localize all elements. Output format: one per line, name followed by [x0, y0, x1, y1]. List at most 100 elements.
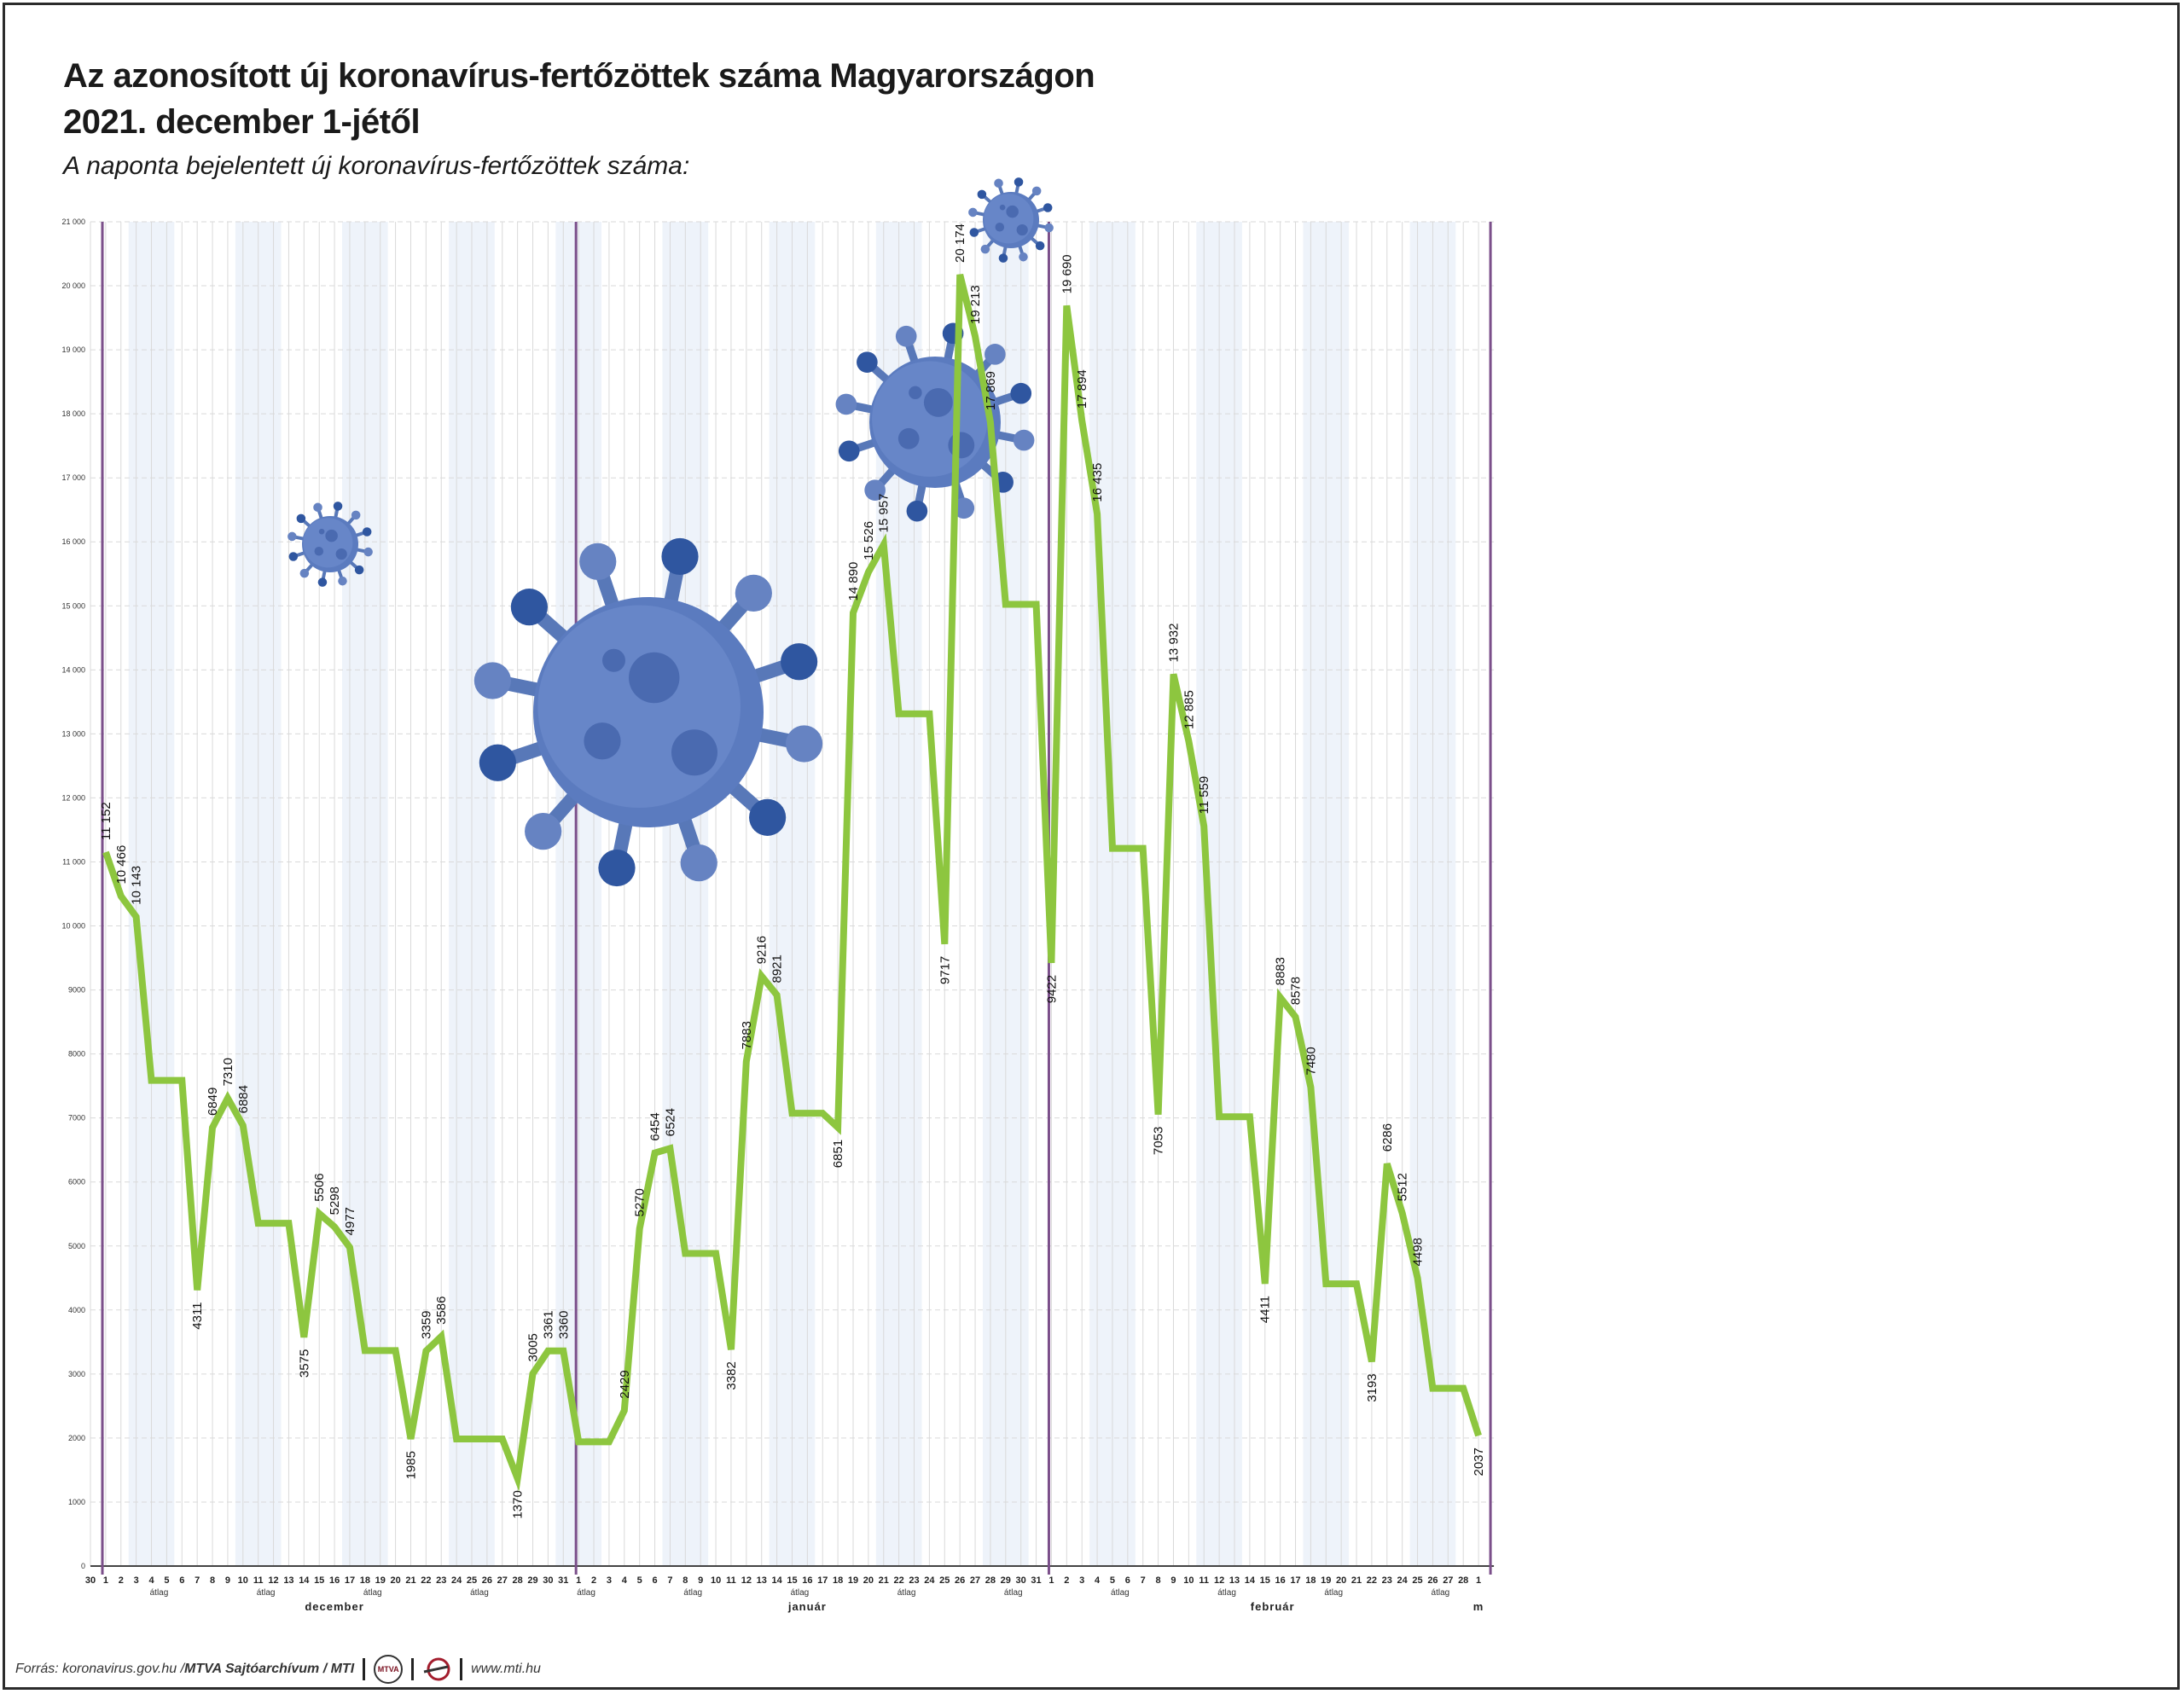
month-labels: december január február m	[305, 1600, 1484, 1613]
x-tick-label: 2	[119, 1575, 124, 1586]
x-tick-label: 24	[1397, 1575, 1409, 1586]
data-label: 6884	[236, 1085, 251, 1113]
x-tick-label: 12	[268, 1575, 278, 1586]
data-label: 16 435	[1090, 463, 1105, 502]
data-label: 2429	[618, 1370, 632, 1398]
data-label: 10 143	[130, 866, 144, 905]
virus-spot	[314, 546, 324, 556]
virus-spike-tip	[362, 527, 372, 537]
average-label: átlag	[577, 1588, 595, 1598]
x-tick-label: 16	[1275, 1575, 1286, 1586]
data-label: 3382	[724, 1361, 739, 1389]
virus-icon	[288, 502, 373, 587]
data-label: 8921	[770, 954, 785, 983]
virus-body-highlight	[872, 361, 988, 477]
virus-spike-tip	[781, 643, 818, 681]
virus-spike-tip	[354, 565, 364, 575]
data-label: 3361	[541, 1310, 555, 1338]
x-tick-label: 15	[787, 1575, 797, 1586]
month-label: m	[1473, 1600, 1484, 1613]
virus-spot	[325, 529, 338, 542]
x-tick-label: 1	[1476, 1575, 1481, 1586]
y-tick-label: 9000	[68, 986, 85, 995]
x-tick-label: 31	[1031, 1575, 1041, 1586]
data-label: 7053	[1152, 1127, 1166, 1155]
month-label: január	[787, 1600, 827, 1613]
x-tick-label: 25	[467, 1575, 477, 1586]
y-tick-label: 1000	[68, 1498, 85, 1506]
virus-spike-tip	[313, 502, 322, 513]
data-label: 6851	[831, 1140, 845, 1168]
data-label: 3193	[1365, 1373, 1380, 1401]
x-tick-label: 26	[482, 1575, 492, 1586]
data-label: 7883	[740, 1021, 754, 1049]
virus-spike-tip	[998, 253, 1008, 263]
title-line-1: Az azonosított új koronavírus-fertőzötte…	[63, 57, 1095, 95]
x-tick-label: 23	[436, 1575, 446, 1586]
x-tick-label: 7	[1141, 1575, 1146, 1586]
x-tick-label: 18	[1305, 1575, 1316, 1586]
average-label: átlag	[683, 1588, 702, 1598]
series-line	[102, 274, 1482, 1492]
x-tick-label: 15	[314, 1575, 324, 1586]
average-label: átlag	[1111, 1588, 1130, 1598]
x-tick-label: 22	[421, 1575, 431, 1586]
x-tick-label: 4	[1095, 1575, 1101, 1586]
data-label: 5506	[312, 1173, 327, 1201]
virus-spike-tip	[953, 497, 975, 519]
virus-spot	[584, 722, 621, 760]
data-label: 4498	[1411, 1238, 1426, 1266]
x-tick-label: 9	[698, 1575, 703, 1586]
virus-spot	[909, 386, 922, 400]
x-tick-label: 27	[497, 1575, 508, 1586]
data-label: 12 885	[1182, 690, 1196, 729]
virus-spike-tip	[479, 744, 516, 781]
x-tick-label: 19	[375, 1575, 386, 1586]
data-label: 3005	[526, 1333, 541, 1361]
y-tick-label: 8000	[68, 1050, 85, 1059]
data-label: 1370	[511, 1490, 526, 1518]
data-label: 20 174	[953, 223, 967, 263]
x-tick-label: 8	[210, 1575, 215, 1586]
average-label: átlag	[1004, 1588, 1023, 1598]
x-tick-label: 11	[726, 1575, 736, 1586]
data-label: 7480	[1304, 1047, 1318, 1075]
x-tick-label: 23	[1382, 1575, 1392, 1586]
x-tick-label: 23	[909, 1575, 919, 1586]
average-label: átlag	[470, 1588, 489, 1598]
x-tick-label: 20	[863, 1575, 874, 1586]
data-label: 7310	[221, 1058, 235, 1086]
x-tick-label: 4	[148, 1575, 154, 1586]
virus-spike-tip	[985, 344, 1006, 365]
data-label: 1985	[404, 1451, 418, 1479]
y-tick-label: 21 000	[61, 218, 85, 226]
footer-url: www.mti.hu	[471, 1662, 541, 1676]
virus-spike-tip	[735, 574, 772, 612]
virus-icon	[473, 537, 823, 887]
x-tick-label: 5	[164, 1575, 169, 1586]
virus-spike-tip	[317, 577, 328, 587]
virus-spike-tip	[351, 510, 361, 520]
data-label: 3575	[297, 1349, 311, 1378]
y-tick-label: 10 000	[61, 922, 85, 931]
virus-spot	[629, 652, 680, 704]
x-tick-label: 19	[848, 1575, 858, 1586]
virus-spike-tip	[288, 552, 299, 561]
data-label: 19 213	[968, 285, 983, 324]
x-tick-label: 3	[134, 1575, 139, 1586]
y-tick-label: 11 000	[62, 857, 85, 866]
virus-spike-tip	[363, 547, 373, 557]
y-tick-label: 16 000	[61, 537, 85, 546]
x-tick-label: 22	[894, 1575, 904, 1586]
y-tick-label: 17 000	[61, 473, 85, 482]
x-tick-label: 24	[451, 1575, 462, 1586]
average-label: átlag	[1217, 1588, 1236, 1598]
data-label: 5298	[328, 1186, 342, 1215]
virus-spike-tip	[864, 479, 886, 501]
data-label: 2037	[1472, 1447, 1486, 1476]
data-label: 6849	[206, 1088, 220, 1116]
x-tick-label: 6	[179, 1575, 184, 1586]
x-tick-label: 4	[622, 1575, 628, 1586]
title-line-2: 2021. december 1-jétől	[63, 103, 421, 141]
virus-spike-tip	[525, 813, 562, 850]
